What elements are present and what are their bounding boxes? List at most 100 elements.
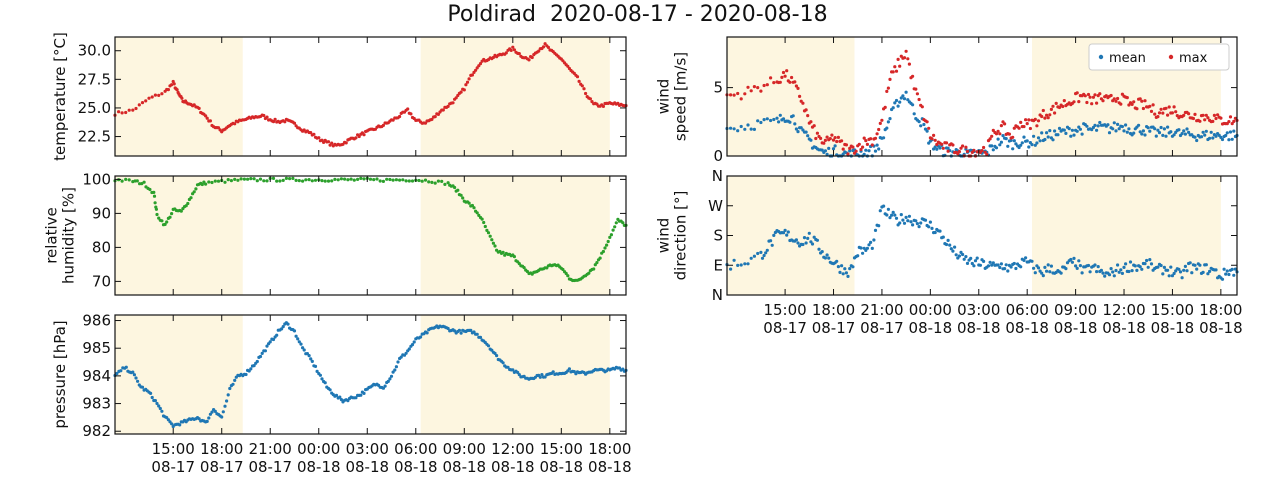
pressure-pressure-point (294, 334, 298, 338)
wind_direction-mean-point (891, 210, 895, 214)
wind_speed-max-point (765, 83, 769, 87)
wind_speed-mean-point (1183, 132, 1187, 136)
wind_speed-max-point (798, 94, 802, 98)
y-tick-label: 25.0 (78, 99, 111, 117)
pressure-pressure-point (551, 370, 555, 374)
wind_speed-max-point (794, 84, 799, 88)
wind_speed-max-point (951, 143, 955, 147)
wind_speed-mean-point (1080, 132, 1084, 136)
wind_speed-max-point (1127, 103, 1131, 107)
pressure-pressure-point (210, 410, 214, 414)
humidity-humidity-point (226, 178, 230, 182)
pressure-pressure-point (320, 377, 324, 381)
wind_direction-mean-point (998, 265, 1002, 270)
pressure-pressure-point (425, 331, 429, 335)
pressure-pressure-point (313, 364, 318, 368)
wind_direction-mean-point (1107, 273, 1112, 277)
wind_direction-mean-point (1075, 266, 1079, 270)
daylight-band (420, 37, 610, 156)
wind_direction-mean-point (928, 220, 933, 224)
wind_speed-max-point (756, 86, 760, 90)
pressure-pressure-point (225, 399, 229, 403)
temperature-temperature-point (381, 123, 385, 127)
humidity-humidity-point (320, 179, 324, 183)
wind_speed-max-point (983, 150, 987, 154)
wind_direction-mean-point (1041, 274, 1045, 278)
wind_direction-mean-point (907, 214, 912, 218)
wind_speed-max-point (1227, 120, 1231, 124)
wind_speed-max-point (819, 136, 823, 140)
pressure-pressure-point (119, 369, 123, 373)
wind_speed-max-point (781, 70, 786, 75)
wind_speed-mean-point (788, 120, 792, 124)
wind_speed-mean-point (911, 103, 915, 107)
humidity-humidity-point (385, 177, 389, 181)
wind_speed-mean-point (762, 118, 766, 122)
humidity-humidity-point (611, 228, 615, 232)
wind_direction-mean-point (877, 224, 881, 228)
wind_direction-mean-point (1114, 268, 1118, 273)
legend-mean-label: mean (1109, 51, 1146, 66)
humidity-humidity-point (391, 178, 395, 182)
panel-wind_speed: 0 5 wind speed [m/s] mean max (655, 36, 1239, 165)
temperature-temperature-point (140, 101, 145, 105)
temperature-temperature-point (465, 80, 470, 84)
legend: mean max (1088, 43, 1230, 71)
wind_speed-max-point (1148, 104, 1152, 108)
wind_speed-max-point (746, 85, 750, 89)
wind_speed-mean-point (1141, 129, 1145, 133)
wind_speed-mean-point (796, 130, 800, 134)
wind_speed-max-point (875, 132, 879, 136)
x-tick-label-time: 18:00 (200, 440, 243, 458)
wind_direction-mean-point (1059, 271, 1063, 275)
humidity-humidity-point (501, 250, 505, 254)
wind_direction-mean-point (1045, 269, 1049, 273)
humidity-humidity-point (210, 180, 214, 185)
humidity-humidity-point (310, 179, 314, 183)
humidity-humidity-point (207, 180, 211, 184)
wind_speed-max-point (864, 139, 868, 143)
wind_speed-max-point (1214, 116, 1218, 121)
temperature-temperature-point (171, 79, 175, 84)
y-axis-label: pressure [hPa] (51, 320, 69, 428)
wind_speed-max-point (1116, 96, 1120, 101)
wind_speed-max-point (1230, 122, 1234, 126)
wind_speed-mean-point (994, 146, 999, 150)
pressure-pressure-point (446, 326, 450, 331)
pressure-pressure-point (249, 367, 253, 371)
humidity-humidity-point (485, 228, 489, 232)
x-tick-label-date: 08-17 (248, 458, 292, 476)
wind_speed-mean-point (820, 148, 824, 152)
wind_speed-max-point (1024, 118, 1028, 122)
humidity-humidity-point (346, 178, 350, 182)
wind_speed-max-point (822, 141, 826, 145)
wind_direction-mean-point (1117, 270, 1121, 274)
pressure-pressure-point (233, 378, 237, 382)
wind_direction-mean-point (953, 245, 957, 249)
wind_direction-mean-point (938, 229, 942, 233)
wind_direction-mean-point (1233, 267, 1237, 271)
wind_speed-mean-point (898, 100, 902, 104)
wind_direction-mean-point (1006, 269, 1010, 273)
wind_speed-max-point (1101, 99, 1105, 103)
pressure-pressure-point (268, 340, 272, 344)
wind_direction-mean-point (951, 249, 955, 253)
humidity-humidity-point (601, 249, 606, 254)
pressure-pressure-point (621, 367, 625, 371)
wind_speed-mean-point (1004, 137, 1008, 141)
wind_direction-mean-point (1224, 272, 1228, 276)
wind_direction-mean-point (1080, 271, 1084, 275)
wind_speed-max-point (851, 145, 855, 149)
temperature-temperature-point (208, 119, 212, 123)
humidity-humidity-point (512, 255, 517, 259)
wind_speed-max-point (1143, 99, 1147, 103)
humidity-humidity-point (613, 225, 617, 229)
wind_direction-mean-point (769, 239, 773, 243)
pressure-pressure-point (296, 337, 300, 341)
wind_direction-mean-point (923, 218, 928, 222)
pressure-pressure-point (297, 340, 301, 344)
wind_speed-mean-point (1070, 128, 1074, 132)
wind_speed-max-point (790, 75, 794, 80)
wind_speed-max-point (1140, 99, 1144, 103)
pressure-pressure-point (263, 349, 267, 353)
